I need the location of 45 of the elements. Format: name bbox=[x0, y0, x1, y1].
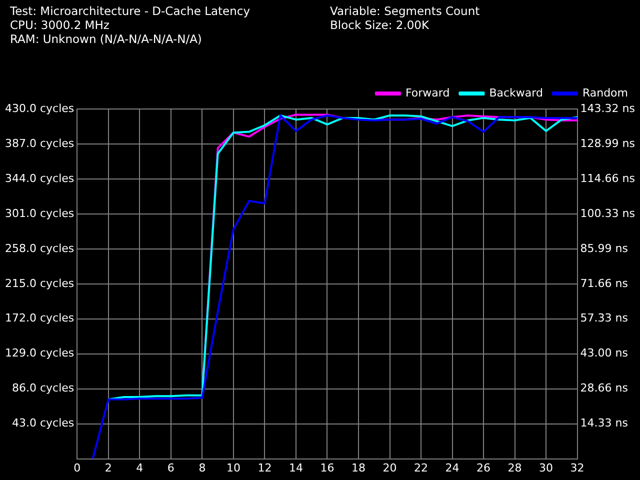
x-tick-label: 8 bbox=[198, 461, 206, 474]
y-tick-label: 43.0 cycles bbox=[12, 416, 74, 430]
text: Variable: Segments Count bbox=[330, 4, 481, 18]
y-tick-label: 344.0 cycles bbox=[4, 172, 74, 185]
y-tick-label: 172.0 cycles bbox=[4, 312, 74, 325]
x-tick-label: 24 bbox=[445, 461, 460, 474]
y-tick-label: 86.0 cycles bbox=[12, 382, 74, 395]
x-tick-label: 28 bbox=[508, 461, 522, 474]
x-tick-label: 20 bbox=[382, 461, 397, 474]
x-tick-label: 10 bbox=[226, 461, 240, 474]
x-tick-label: 2 bbox=[104, 461, 112, 474]
y2-tick-label: 100.33 ns bbox=[580, 206, 636, 220]
y2-tick-label: 28.66 ns bbox=[580, 382, 628, 395]
y-tick-label: 258.0 cycles bbox=[4, 242, 74, 255]
y2-tick-label: 85.99 ns bbox=[580, 242, 628, 255]
x-tick-label: 0 bbox=[74, 461, 81, 474]
x-tick-label: 4 bbox=[136, 461, 144, 474]
y2-tick-label: 57.33 ns bbox=[580, 312, 628, 325]
y2-tick-label: 143.32 ns bbox=[580, 102, 636, 115]
legend-label: Backward bbox=[489, 86, 543, 100]
text: Test: Microarchitecture - D-Cache Latency bbox=[10, 4, 252, 18]
y-tick-label: 430.0 cycles bbox=[4, 102, 74, 115]
x-tick-label: 6 bbox=[167, 461, 174, 474]
y2-tick-label: 128.99 ns bbox=[580, 136, 636, 150]
y2-tick-label: 114.66 ns bbox=[580, 172, 636, 185]
x-tick-label: 18 bbox=[351, 461, 366, 474]
legend-label: Random bbox=[582, 86, 628, 100]
y-tick-label: 215.0 cycles bbox=[4, 276, 74, 290]
text: RAM: Unknown (N/A-N/A-N/A-N/A) bbox=[10, 32, 203, 46]
x-tick-label: 22 bbox=[414, 461, 428, 474]
x-tick-label: 32 bbox=[570, 461, 584, 474]
text: Block Size: 2.00K bbox=[330, 18, 430, 32]
y2-tick-label: 14.33 ns bbox=[580, 416, 628, 430]
x-tick-label: 14 bbox=[288, 461, 303, 474]
y-tick-label: 387.0 cycles bbox=[4, 136, 74, 150]
y2-tick-label: 71.66 ns bbox=[580, 276, 628, 290]
x-tick-label: 30 bbox=[539, 461, 554, 474]
y-tick-label: 301.0 cycles bbox=[4, 206, 74, 220]
x-tick-label: 12 bbox=[258, 461, 272, 474]
x-tick-label: 16 bbox=[320, 461, 334, 474]
y-tick-label: 129.0 cycles bbox=[4, 346, 74, 360]
x-tick-label: 26 bbox=[476, 461, 491, 474]
legend-label: Forward bbox=[405, 86, 450, 100]
text: CPU: 3000.2 MHz bbox=[10, 18, 110, 32]
y2-tick-label: 43.00 ns bbox=[580, 346, 628, 360]
